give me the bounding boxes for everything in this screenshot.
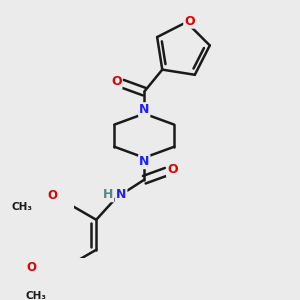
Text: N: N xyxy=(139,155,149,168)
Text: N: N xyxy=(116,188,126,201)
Text: O: O xyxy=(167,163,178,176)
Text: CH₃: CH₃ xyxy=(26,291,47,300)
Text: H: H xyxy=(103,188,113,201)
Text: O: O xyxy=(111,75,122,88)
Text: O: O xyxy=(26,261,36,274)
Text: CH₃: CH₃ xyxy=(12,202,33,212)
Text: N: N xyxy=(139,103,149,116)
Text: O: O xyxy=(184,15,195,28)
Text: O: O xyxy=(47,189,57,202)
